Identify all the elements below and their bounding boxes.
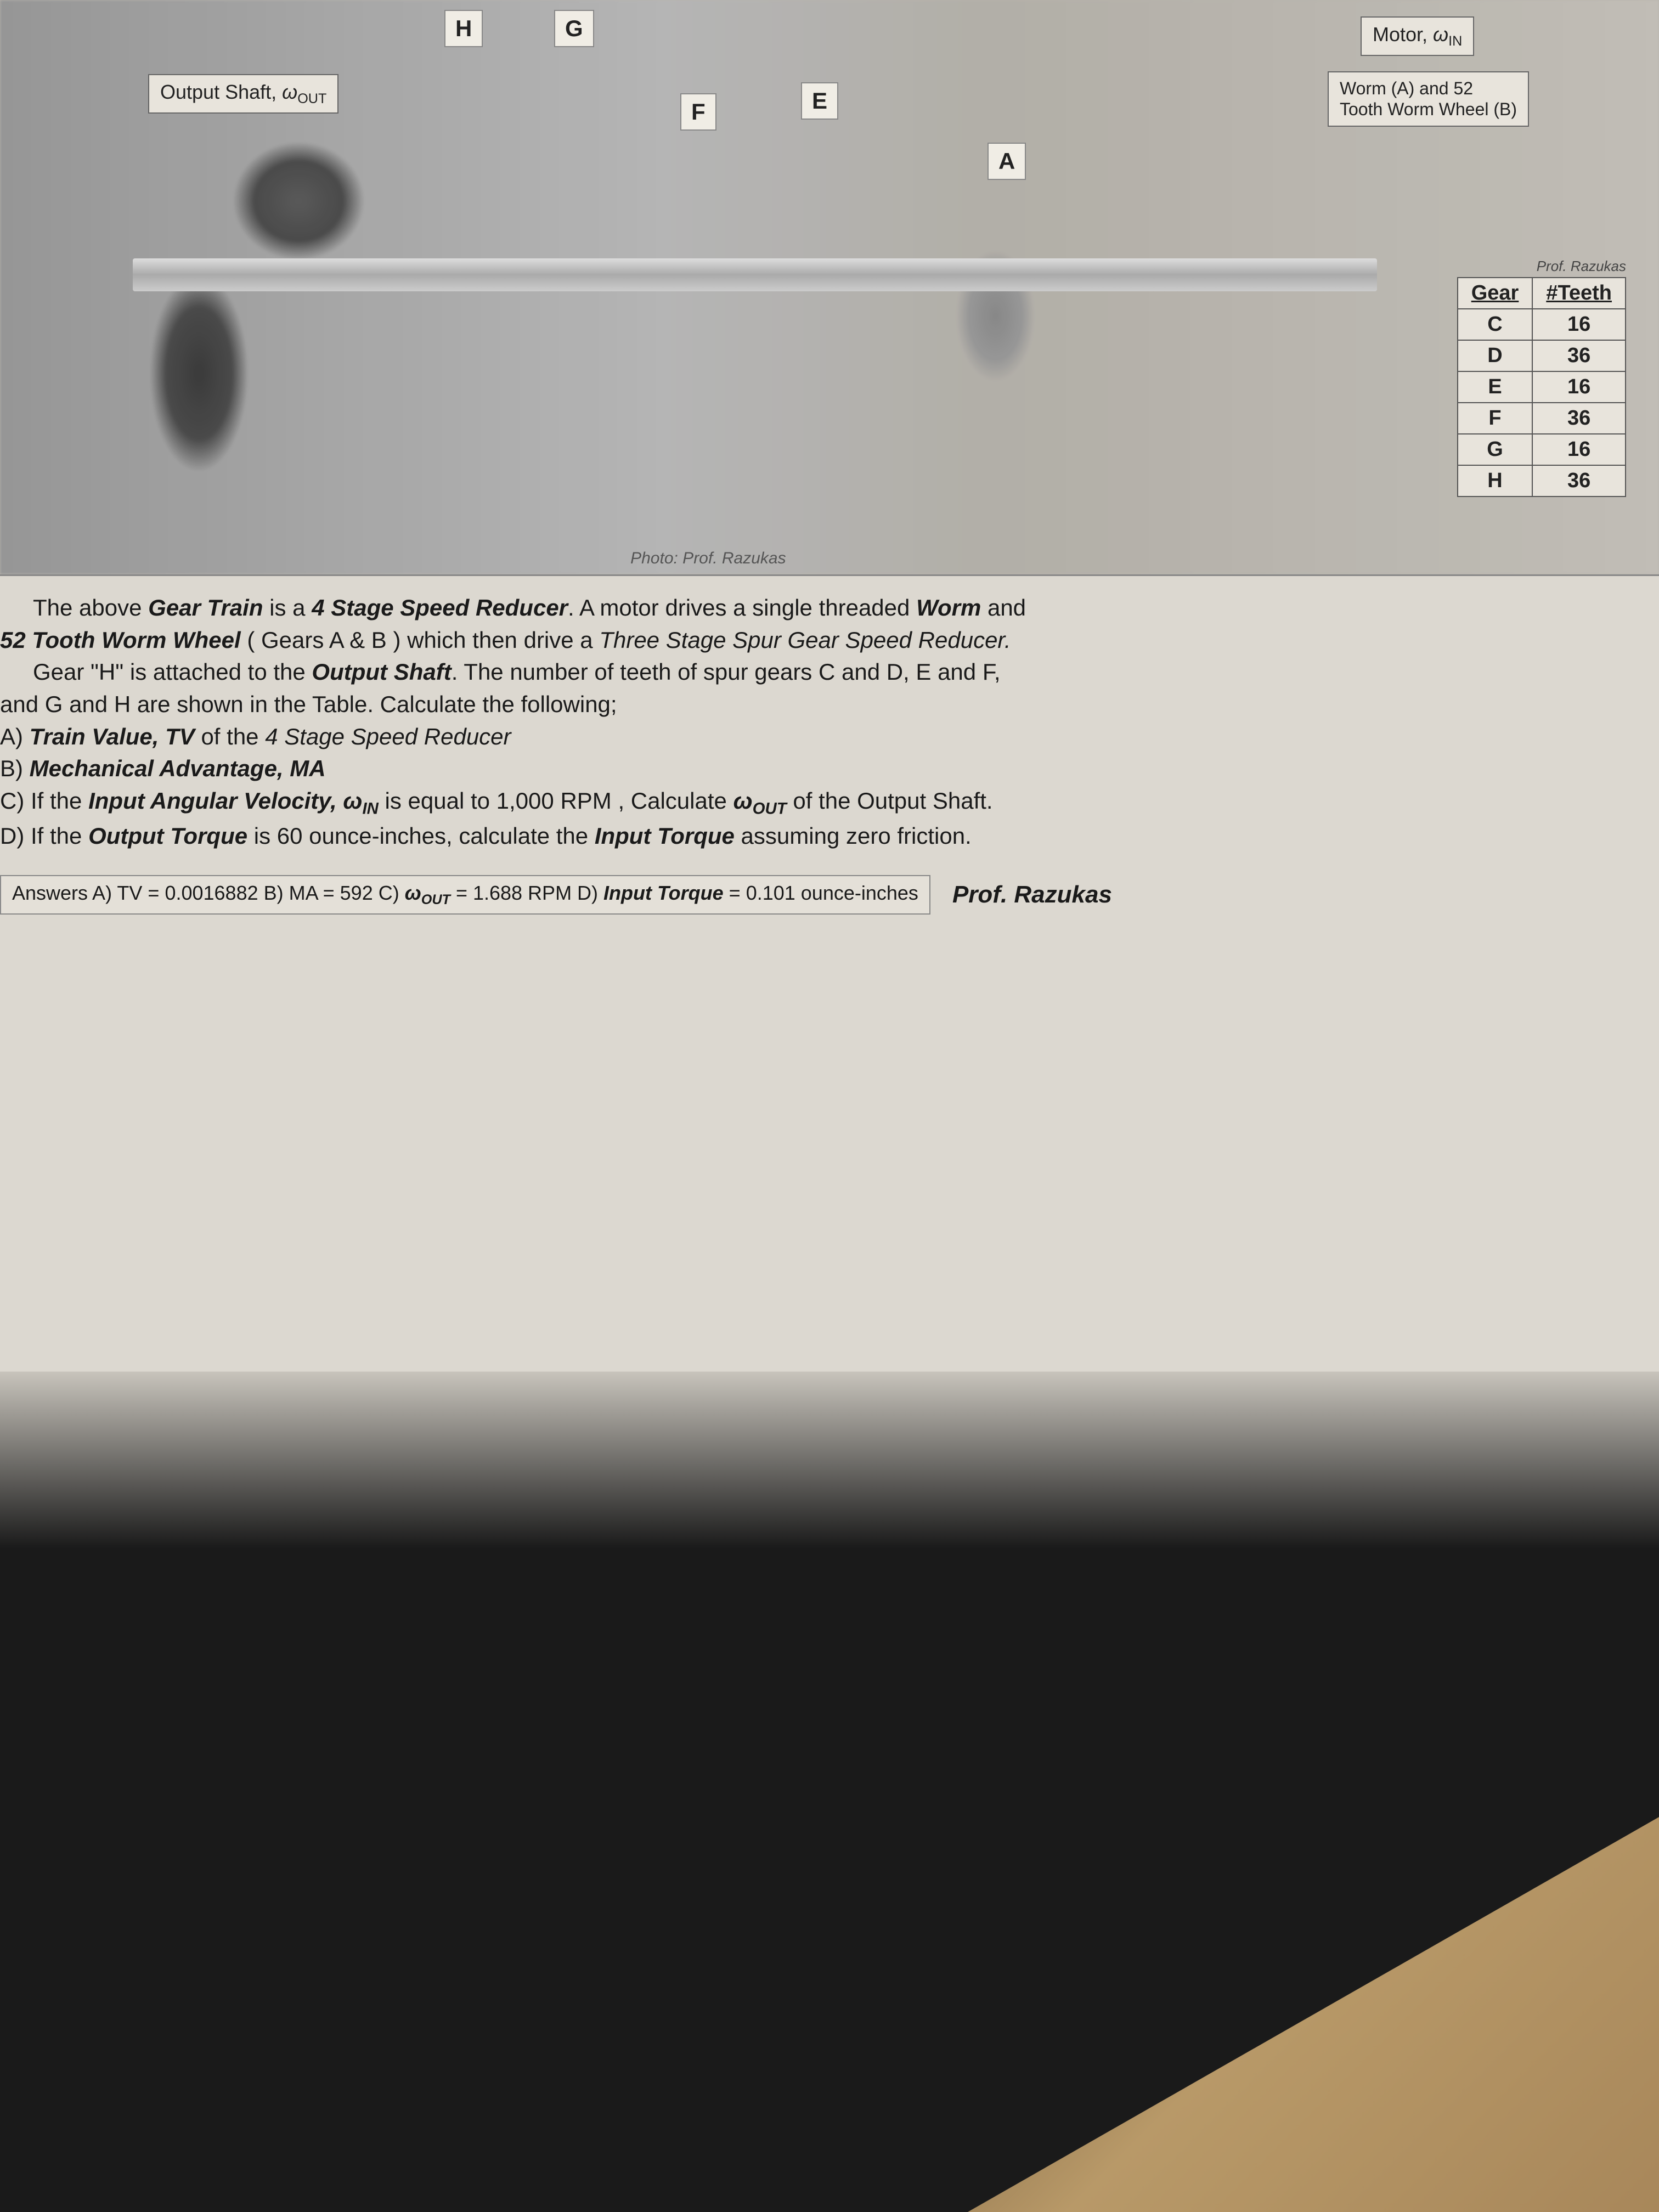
cell: 36 xyxy=(1532,465,1626,496)
photo-credit: Photo: Prof. Razukas xyxy=(630,549,786,568)
t: B) xyxy=(0,755,30,781)
t: . A motor drives a single threaded xyxy=(568,595,916,620)
para-1: The above Gear Train is a 4 Stage Speed … xyxy=(0,592,1637,624)
gear-train-diagram: H G F E A Output Shaft, ωOUT Motor, ωIN … xyxy=(0,0,1659,576)
t: The above xyxy=(33,595,148,620)
t: OUT xyxy=(421,892,450,907)
label-motor: Motor, ωIN xyxy=(1361,16,1474,56)
t: of the Output Shaft. xyxy=(787,788,993,814)
t: Input Torque xyxy=(595,823,735,849)
t: 4 Stage Speed Reducer xyxy=(312,595,568,620)
t: Input Angular Velocity, ω xyxy=(88,788,362,814)
t: D) If the xyxy=(0,823,88,849)
t: 4 Stage Speed Reducer xyxy=(265,724,511,749)
para-3: Gear "H" is attached to the Output Shaft… xyxy=(0,657,1637,688)
cell: G xyxy=(1458,434,1533,465)
cell: H xyxy=(1458,465,1533,496)
cell: 16 xyxy=(1532,371,1626,403)
t: = 1.688 RPM D) xyxy=(450,882,603,904)
label-F: F xyxy=(680,93,716,131)
t: is a xyxy=(263,595,312,620)
professor-name: Prof. Razukas xyxy=(952,881,1112,909)
teeth-table-caption: Prof. Razukas xyxy=(1457,258,1626,275)
t: A) xyxy=(0,724,30,749)
t: C) If the xyxy=(0,788,88,814)
t: = 0.101 ounce-inches xyxy=(724,882,918,904)
t: ( Gears A & B ) which then drive a xyxy=(241,627,600,653)
cell: C xyxy=(1458,309,1533,340)
table-row: C16 xyxy=(1458,309,1626,340)
label-G: G xyxy=(554,10,594,47)
teeth-table: Gear #Teeth C16 D36 E16 F36 G16 H36 xyxy=(1457,277,1626,497)
worksheet-paper: H G F E A Output Shaft, ωOUT Motor, ωIN … xyxy=(0,0,1659,1372)
t: Gear "H" is attached to the xyxy=(33,659,312,685)
teeth-th-teeth: #Teeth xyxy=(1532,278,1626,309)
worm-box-line1: Worm (A) and 52 xyxy=(1340,78,1473,98)
t: IN xyxy=(362,800,378,818)
output-shaft-text: Output Shaft, ωOUT xyxy=(160,81,326,103)
t: 52 Tooth Worm Wheel xyxy=(0,627,241,653)
answers-row: Answers A) TV = 0.0016882 B) MA = 592 C)… xyxy=(0,875,1637,915)
motor-text: Motor, ωIN xyxy=(1373,23,1462,46)
cell: 16 xyxy=(1532,434,1626,465)
t: Output Torque xyxy=(88,823,247,849)
table-row: D36 xyxy=(1458,340,1626,371)
table-row: G16 xyxy=(1458,434,1626,465)
table-row: F36 xyxy=(1458,403,1626,434)
question-D: D) If the Output Torque is 60 ounce-inch… xyxy=(0,821,1637,852)
t: Gear Train xyxy=(148,595,263,620)
t: is equal to 1,000 RPM , Calculate xyxy=(379,788,733,814)
cell: F xyxy=(1458,403,1533,434)
t: Three Stage Spur Gear Speed Reducer. xyxy=(599,627,1011,653)
t: . The number of teeth of spur gears C an… xyxy=(452,659,1001,685)
question-A: A) Train Value, TV of the 4 Stage Speed … xyxy=(0,721,1637,753)
cell: D xyxy=(1458,340,1533,371)
gear-beam xyxy=(133,258,1377,291)
t: Input Torque xyxy=(603,882,724,904)
t: OUT xyxy=(753,800,787,818)
t: Train Value, TV xyxy=(30,724,195,749)
cell: E xyxy=(1458,371,1533,403)
t: is 60 ounce-inches, calculate the xyxy=(247,823,595,849)
label-E: E xyxy=(801,82,838,120)
table-wood-corner xyxy=(672,1718,1659,2212)
cell: 36 xyxy=(1532,403,1626,434)
teeth-table-container: Prof. Razukas Gear #Teeth C16 D36 E16 F3… xyxy=(1457,258,1626,497)
label-output-shaft: Output Shaft, ωOUT xyxy=(148,74,338,114)
cell: 16 xyxy=(1532,309,1626,340)
t: of the xyxy=(195,724,265,749)
t: Mechanical Advantage, MA xyxy=(30,755,326,781)
teeth-table-header-row: Gear #Teeth xyxy=(1458,278,1626,309)
label-A: A xyxy=(988,143,1026,180)
worm-box-line2: Tooth Worm Wheel (B) xyxy=(1340,99,1517,119)
para-4: and G and H are shown in the Table. Calc… xyxy=(0,689,1637,720)
answers-box: Answers A) TV = 0.0016882 B) MA = 592 C)… xyxy=(0,875,930,915)
t: and xyxy=(981,595,1026,620)
t: ω xyxy=(405,882,421,904)
question-B: B) Mechanical Advantage, MA xyxy=(0,753,1637,785)
t: Output Shaft xyxy=(312,659,451,685)
para-2: 52 Tooth Worm Wheel ( Gears A & B ) whic… xyxy=(0,625,1637,656)
label-H: H xyxy=(444,10,483,47)
question-C: C) If the Input Angular Velocity, ωIN is… xyxy=(0,786,1637,820)
problem-text: The above Gear Train is a 4 Stage Speed … xyxy=(0,576,1659,859)
label-worm-box: Worm (A) and 52 Tooth Worm Wheel (B) xyxy=(1328,71,1529,127)
cell: 36 xyxy=(1532,340,1626,371)
t: ω xyxy=(733,788,753,814)
teeth-th-gear: Gear xyxy=(1458,278,1533,309)
photo-of-worksheet: H G F E A Output Shaft, ωOUT Motor, ωIN … xyxy=(0,0,1659,2212)
table-row: E16 xyxy=(1458,371,1626,403)
t: Answers A) TV = 0.0016882 B) MA = 592 C) xyxy=(12,882,405,904)
table-row: H36 xyxy=(1458,465,1626,496)
t: Worm xyxy=(916,595,981,620)
t: assuming zero friction. xyxy=(735,823,972,849)
